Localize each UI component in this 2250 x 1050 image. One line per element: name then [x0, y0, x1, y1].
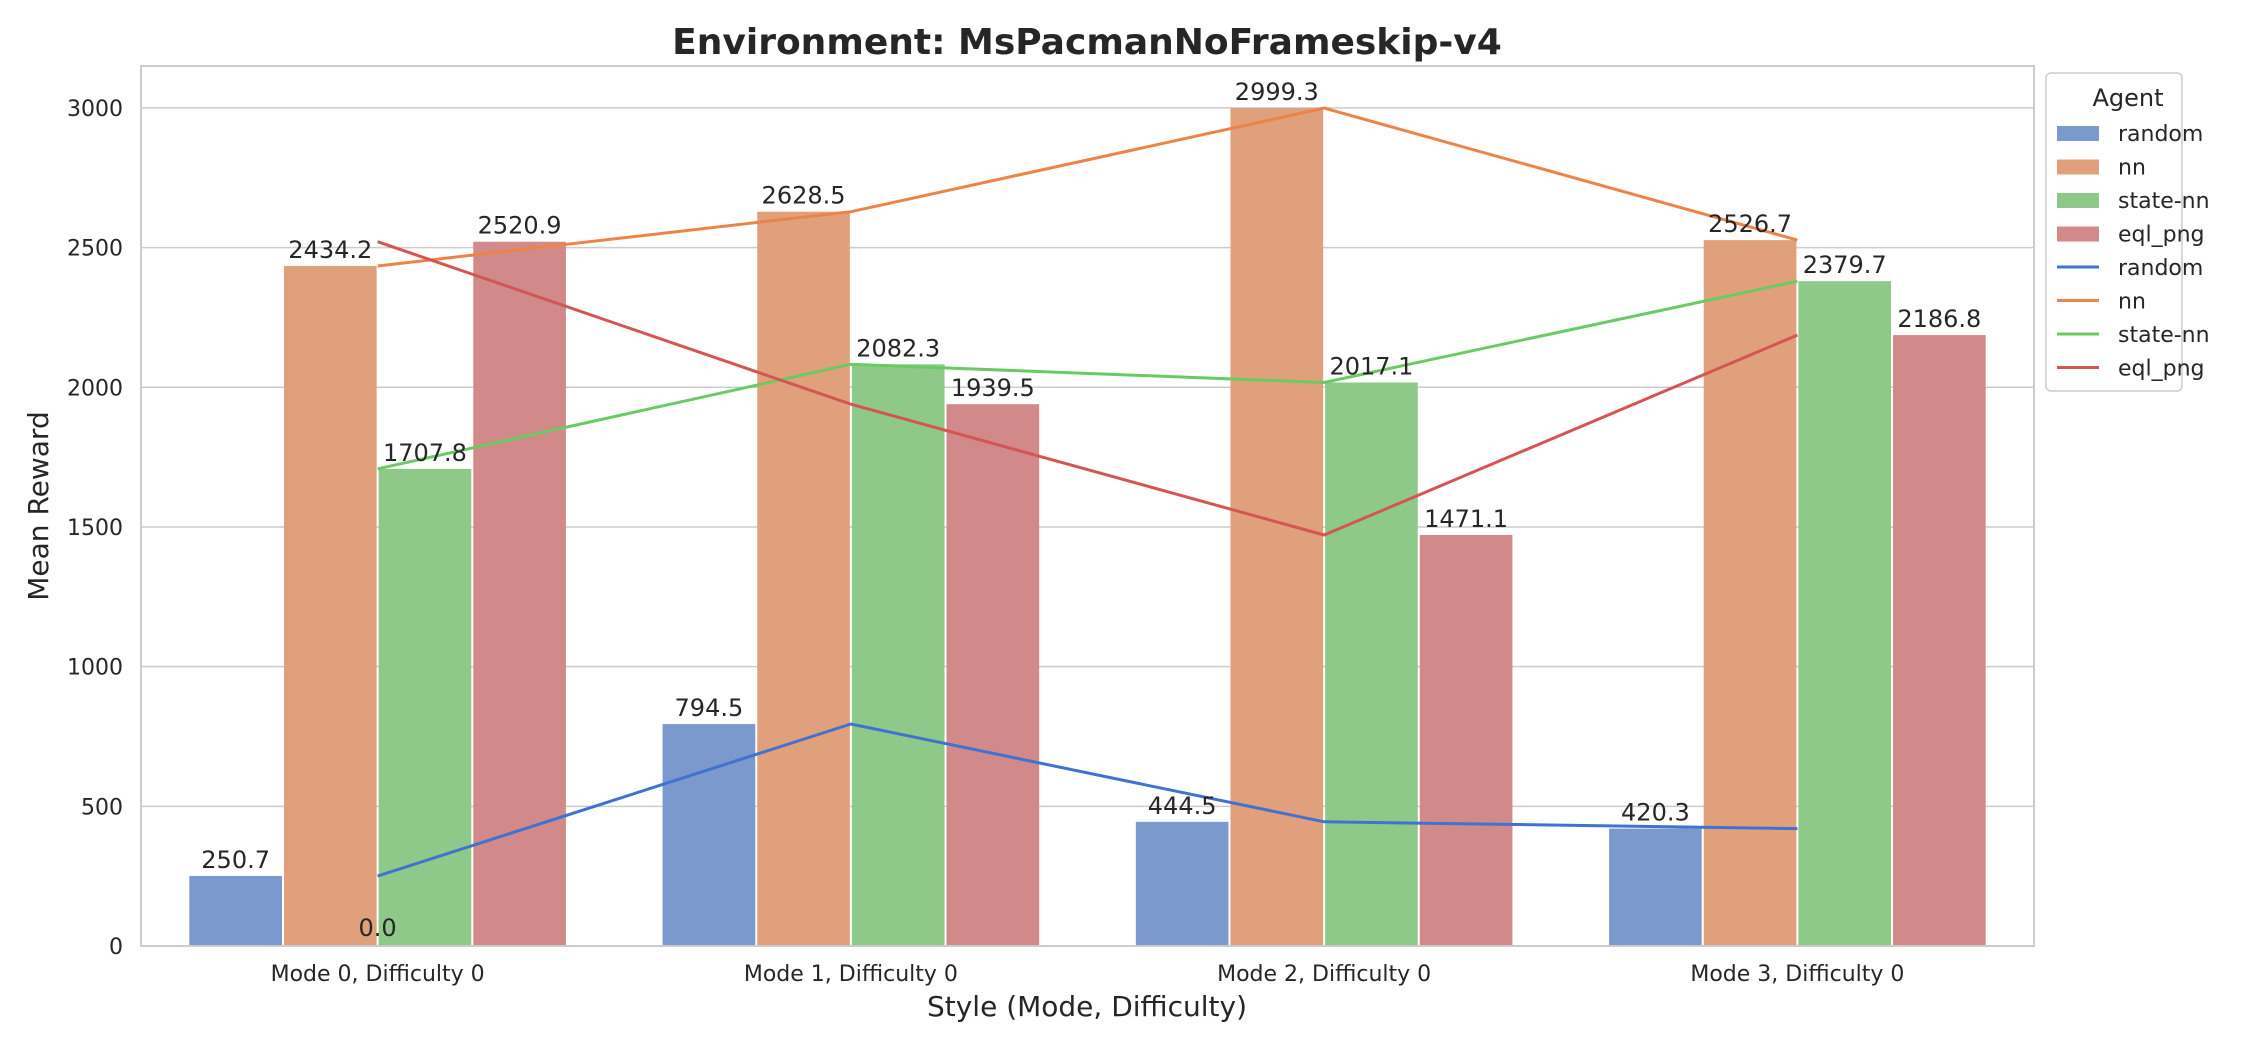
- y-tick-label: 1500: [67, 516, 123, 541]
- y-axis-label: Mean Reward: [22, 411, 55, 600]
- bar-value-label: 420.3: [1621, 799, 1690, 827]
- x-tick-label: Mode 1, Difficulty 0: [744, 962, 958, 987]
- bar-eql_png: [1893, 335, 1986, 946]
- line-random: [377, 722, 1798, 878]
- bar-nn: [1230, 108, 1324, 946]
- bar-random: [189, 875, 282, 946]
- legend-box: [2045, 72, 2183, 392]
- bar-value-label: 1471.1: [1424, 505, 1508, 533]
- bar-value-label: 1939.5: [951, 374, 1035, 402]
- chart-title: Environment: MsPacmanNoFrameskip-v4: [672, 22, 1502, 63]
- bar-value-label: 2379.7: [1803, 251, 1887, 279]
- bar-value-label: 0.0: [359, 914, 397, 942]
- bar-value-label: 2186.8: [1897, 305, 1981, 333]
- x-tick-label: Mode 3, Difficulty 0: [1690, 962, 1904, 987]
- bar-random: [662, 724, 756, 946]
- bar-eql_png: [473, 241, 566, 947]
- bar-value-label: 2434.2: [288, 236, 372, 264]
- legend-label: random: [2118, 122, 2203, 147]
- legend-label: nn: [2118, 156, 2146, 181]
- x-ticks: Mode 0, Difficulty 0 Mode 1, Difficulty 0…: [271, 962, 1905, 987]
- plot-frame: [140, 65, 2035, 947]
- y-tick-label: 2500: [67, 237, 123, 262]
- y-tick-label: 1000: [67, 656, 123, 681]
- line-nn: [377, 106, 1798, 268]
- bar-nn: [757, 211, 850, 946]
- legend-label: state-nn: [2118, 189, 2210, 214]
- bar-value-label: 2999.3: [1235, 78, 1319, 106]
- bar-value-label: 2082.3: [856, 334, 940, 362]
- line-eql_png: [377, 240, 1798, 537]
- y-tick-label: 0: [109, 935, 123, 960]
- y-tick-label: 500: [81, 795, 123, 820]
- y-tick-label: 2000: [67, 376, 123, 401]
- x-tick-label: Mode 2, Difficulty 0: [1217, 962, 1431, 987]
- bar-nn: [1703, 240, 1797, 947]
- bar-value-label: 444.5: [1148, 792, 1217, 820]
- x-tick-label: Mode 0, Difficulty 0: [271, 962, 485, 987]
- bar-value-label: 2520.9: [478, 212, 562, 240]
- bar-state-nn: [1798, 281, 1892, 946]
- bar-value-label: 2628.5: [762, 182, 846, 210]
- legend-label: nn: [2118, 290, 2146, 315]
- bar-state-nn: [1325, 382, 1418, 947]
- y-ticks: 0 500 1000 1500 2000 2500 3000: [67, 97, 123, 960]
- series-lines: [377, 106, 1798, 878]
- legend-swatch-bar: [2057, 159, 2099, 175]
- legend-label: eql_png: [2118, 223, 2205, 248]
- bar-eql_png: [946, 404, 1040, 947]
- bar-state-nn: [378, 468, 472, 946]
- legend-label: random: [2118, 256, 2203, 281]
- bar-value-label: 794.5: [675, 694, 744, 722]
- legend: Agent randomnnstate-nneql_pngrandomnnsta…: [2045, 72, 2210, 392]
- legend-title: Agent: [2092, 84, 2163, 112]
- bar-value-label: 250.7: [201, 846, 270, 874]
- bar-value-label: 2526.7: [1708, 210, 1792, 238]
- bar-eql_png: [1419, 535, 1513, 946]
- bar-random: [1135, 821, 1229, 946]
- legend-label: state-nn: [2118, 323, 2210, 348]
- legend-swatch-bar: [2057, 193, 2099, 208]
- legend-swatch-bar: [2057, 226, 2099, 242]
- bar-value-label: 1707.8: [383, 439, 467, 467]
- bar-random: [1609, 828, 1702, 946]
- legend-swatch-bar: [2057, 126, 2099, 141]
- bar-state-nn: [851, 364, 945, 947]
- legend-label: eql_png: [2118, 357, 2205, 382]
- y-tick-label: 3000: [67, 97, 123, 122]
- line-state-nn: [377, 279, 1798, 471]
- bar-value-label: 2017.1: [1329, 352, 1413, 380]
- bar-labels: 250.7 794.5 444.5 420.3 2434.2 2628.5 2999.3 25…: [201, 78, 1981, 942]
- legend-items: randomnnstate-nneql_pngrandomnnstate-nne…: [2057, 122, 2210, 382]
- x-axis-label: Style (Mode, Difficulty): [927, 990, 1247, 1023]
- bar-nn: [283, 265, 377, 947]
